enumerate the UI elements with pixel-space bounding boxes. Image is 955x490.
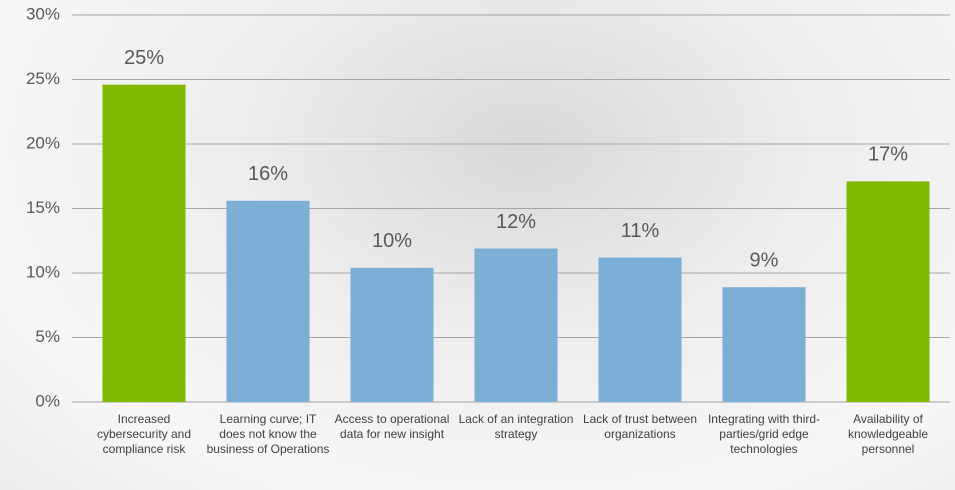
x-tick-label: Lack of an integration strategy [458,412,574,441]
value-label: 12% [496,211,536,233]
y-tick-label: 5% [35,327,60,346]
bar [226,200,310,402]
x-tick-label: Learning curve; IT does not know the bus… [206,412,330,456]
y-tick-label: 15% [26,198,60,217]
value-label: 9% [750,249,779,271]
value-label: 10% [372,230,412,252]
bar [350,267,434,402]
bar [598,257,682,402]
x-tick-label: Integrating with third-parties/grid edge… [707,412,821,456]
y-tick-label: 0% [35,391,60,410]
bar [722,287,806,402]
bar [474,248,558,402]
bar [846,181,930,402]
y-tick-label: 20% [26,133,60,152]
y-tick-label: 25% [26,69,60,88]
bar [102,84,186,402]
y-tick-label: 30% [26,4,60,23]
value-label: 17% [868,144,908,166]
x-tick-label: Increased cybersecurity and compliance r… [96,412,192,456]
x-tick-label: Access to operational data for new insig… [334,412,450,441]
value-label: 16% [248,163,288,185]
x-tick-label: Lack of trust between organizations [582,412,698,441]
value-label: 11% [621,220,660,242]
y-tick-label: 10% [26,262,60,281]
value-label: 25% [124,47,164,69]
x-tick-label: Availability of knowledgeable personnel [847,412,929,456]
